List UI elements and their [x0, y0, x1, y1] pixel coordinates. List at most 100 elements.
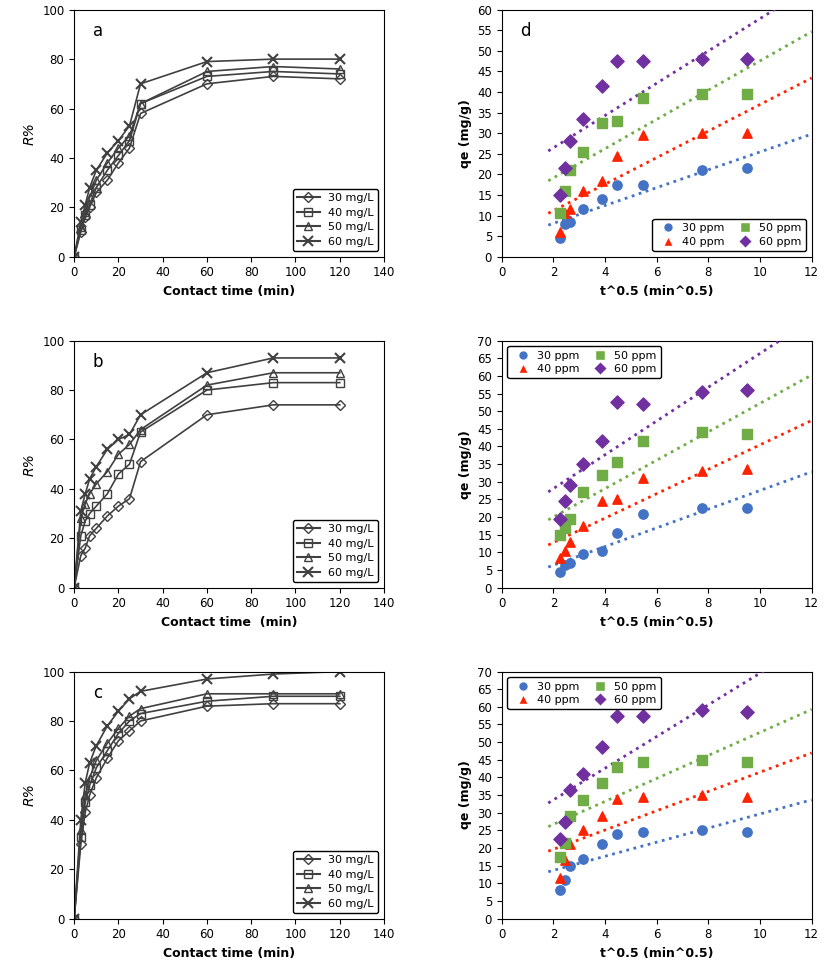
Text: c: c [93, 684, 102, 702]
Point [559, 814, 572, 829]
Text: a: a [93, 22, 103, 40]
Point [637, 753, 650, 769]
Point [595, 467, 608, 482]
Point [695, 464, 709, 479]
Point [740, 824, 753, 840]
Point [695, 425, 709, 440]
Point [611, 492, 624, 507]
Point [577, 456, 590, 471]
Point [577, 850, 590, 866]
Point [553, 883, 566, 898]
Point [577, 485, 590, 501]
Legend: 30 mg/L, 40 mg/L, 50 mg/L, 60 mg/L: 30 mg/L, 40 mg/L, 50 mg/L, 60 mg/L [293, 189, 378, 251]
Point [553, 527, 566, 542]
Text: b: b [93, 353, 103, 371]
Point [564, 511, 577, 527]
Point [740, 789, 753, 805]
Point [559, 206, 572, 222]
Point [553, 550, 566, 566]
Point [611, 177, 624, 192]
Point [564, 201, 577, 217]
Point [611, 708, 624, 723]
Point [559, 494, 572, 509]
Point [611, 759, 624, 775]
Text: e: e [521, 353, 531, 371]
Point [553, 230, 566, 246]
Point [637, 127, 650, 143]
Point [637, 789, 650, 805]
Point [577, 183, 590, 198]
Legend: 30 mg/L, 40 mg/L, 50 mg/L, 60 mg/L: 30 mg/L, 40 mg/L, 50 mg/L, 60 mg/L [293, 850, 378, 913]
Point [695, 162, 709, 178]
Point [595, 809, 608, 824]
Point [695, 52, 709, 67]
Legend: 30 ppm, 40 ppm, 50 ppm, 60 ppm: 30 ppm, 40 ppm, 50 ppm, 60 ppm [653, 219, 806, 251]
Point [564, 534, 577, 549]
Point [595, 542, 608, 558]
Point [595, 837, 608, 852]
Point [559, 520, 572, 536]
Point [564, 555, 577, 571]
Point [611, 791, 624, 807]
Point [740, 87, 753, 102]
Text: d: d [521, 22, 531, 40]
Y-axis label: R%: R% [22, 122, 36, 145]
Point [553, 870, 566, 885]
Point [559, 835, 572, 850]
Point [553, 188, 566, 203]
Point [559, 557, 572, 573]
Point [740, 501, 753, 516]
Point [577, 201, 590, 217]
Point [564, 858, 577, 874]
Point [564, 162, 577, 178]
Point [695, 87, 709, 102]
Point [564, 477, 577, 493]
Point [577, 144, 590, 159]
Point [564, 782, 577, 798]
Point [740, 125, 753, 141]
Point [564, 134, 577, 150]
Point [595, 78, 608, 93]
Point [559, 216, 572, 231]
Point [553, 849, 566, 864]
Point [595, 740, 608, 755]
Point [553, 564, 566, 579]
Point [595, 115, 608, 130]
Legend: 30 mg/L, 40 mg/L, 50 mg/L, 60 mg/L: 30 mg/L, 40 mg/L, 50 mg/L, 60 mg/L [293, 520, 378, 582]
Point [740, 705, 753, 720]
Point [611, 113, 624, 128]
Point [611, 395, 624, 410]
Point [559, 872, 572, 887]
Point [564, 214, 577, 229]
Point [740, 52, 753, 67]
X-axis label: Contact time (min): Contact time (min) [163, 285, 295, 298]
Y-axis label: R%: R% [22, 453, 36, 475]
Point [637, 53, 650, 69]
Point [564, 809, 577, 824]
Point [553, 831, 566, 847]
X-axis label: t^0.5 (min^0.5): t^0.5 (min^0.5) [600, 616, 714, 629]
Point [695, 125, 709, 141]
Point [637, 708, 650, 723]
Point [695, 752, 709, 768]
Point [577, 822, 590, 838]
Point [637, 397, 650, 412]
Point [553, 225, 566, 240]
Point [740, 160, 753, 176]
Y-axis label: qe (mg/g): qe (mg/g) [459, 761, 471, 829]
Point [695, 703, 709, 718]
Point [595, 775, 608, 790]
Point [553, 511, 566, 527]
Point [577, 546, 590, 562]
Legend: 30 ppm, 40 ppm, 50 ppm, 60 ppm: 30 ppm, 40 ppm, 50 ppm, 60 ppm [508, 346, 661, 378]
Point [564, 837, 577, 852]
Legend: 30 ppm, 40 ppm, 50 ppm, 60 ppm: 30 ppm, 40 ppm, 50 ppm, 60 ppm [508, 677, 661, 710]
Text: f: f [521, 684, 527, 702]
Point [595, 494, 608, 509]
Point [553, 206, 566, 222]
Point [637, 824, 650, 840]
Point [740, 753, 753, 769]
Point [577, 792, 590, 808]
Point [695, 501, 709, 516]
Point [740, 382, 753, 398]
